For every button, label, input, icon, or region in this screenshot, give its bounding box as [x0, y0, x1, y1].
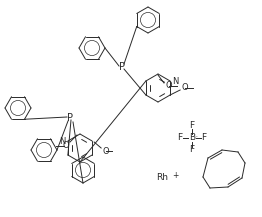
Text: O: O: [165, 82, 172, 90]
Text: P: P: [67, 113, 73, 123]
Text: N: N: [59, 138, 66, 146]
Text: O: O: [62, 141, 69, 151]
Text: F: F: [189, 122, 195, 130]
Text: F: F: [177, 133, 183, 143]
Text: ⁻: ⁻: [195, 136, 198, 141]
Text: N: N: [172, 77, 178, 85]
Text: +: +: [172, 171, 178, 179]
Text: B: B: [189, 133, 195, 143]
Text: Rh: Rh: [156, 174, 168, 182]
Text: O: O: [181, 84, 188, 92]
Text: P: P: [119, 62, 125, 72]
Text: F: F: [201, 133, 206, 143]
Text: F: F: [189, 146, 195, 155]
Text: O: O: [102, 146, 109, 156]
